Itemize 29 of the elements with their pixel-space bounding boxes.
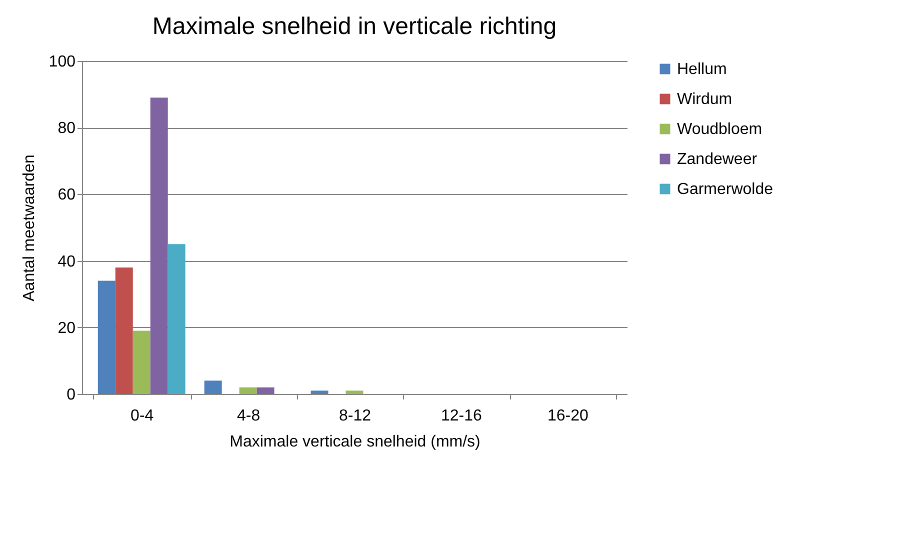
x-tick-label: 0-4 (130, 408, 154, 424)
bar (168, 244, 186, 394)
y-tick-label: 20 (58, 320, 76, 337)
bar (115, 267, 133, 394)
legend-label: Hellum (677, 61, 727, 78)
legend-label: Wirdum (677, 91, 732, 108)
x-tick-label: 4-8 (236, 408, 260, 424)
legend-label: Zandeweer (677, 151, 758, 168)
chart-title: Maximale snelheid in verticale richting (152, 13, 557, 40)
x-tick-label: 16-20 (547, 408, 588, 424)
x-tick-label: 8-12 (338, 408, 372, 424)
bar (239, 387, 257, 394)
bar (150, 98, 168, 394)
bar (204, 380, 222, 394)
bar (346, 390, 364, 394)
y-tick-label: 100 (48, 54, 76, 70)
y-axis-title: Aantal meetwaarden (20, 154, 38, 302)
x-axis-title: Maximale verticale snelheid (mm/s) (230, 434, 480, 450)
x-tick-label: 12-16 (440, 408, 482, 424)
y-tick-label: 0 (66, 386, 76, 404)
y-tick-label: 40 (58, 253, 76, 270)
bar (132, 330, 150, 394)
y-tick-label: 80 (58, 120, 76, 138)
bar (256, 387, 274, 394)
legend-label: Woudbloem (677, 121, 762, 138)
bar (310, 390, 328, 394)
y-tick-label: 60 (58, 186, 76, 204)
legend-label: Garmerwolde (677, 181, 774, 198)
bar (98, 280, 116, 394)
